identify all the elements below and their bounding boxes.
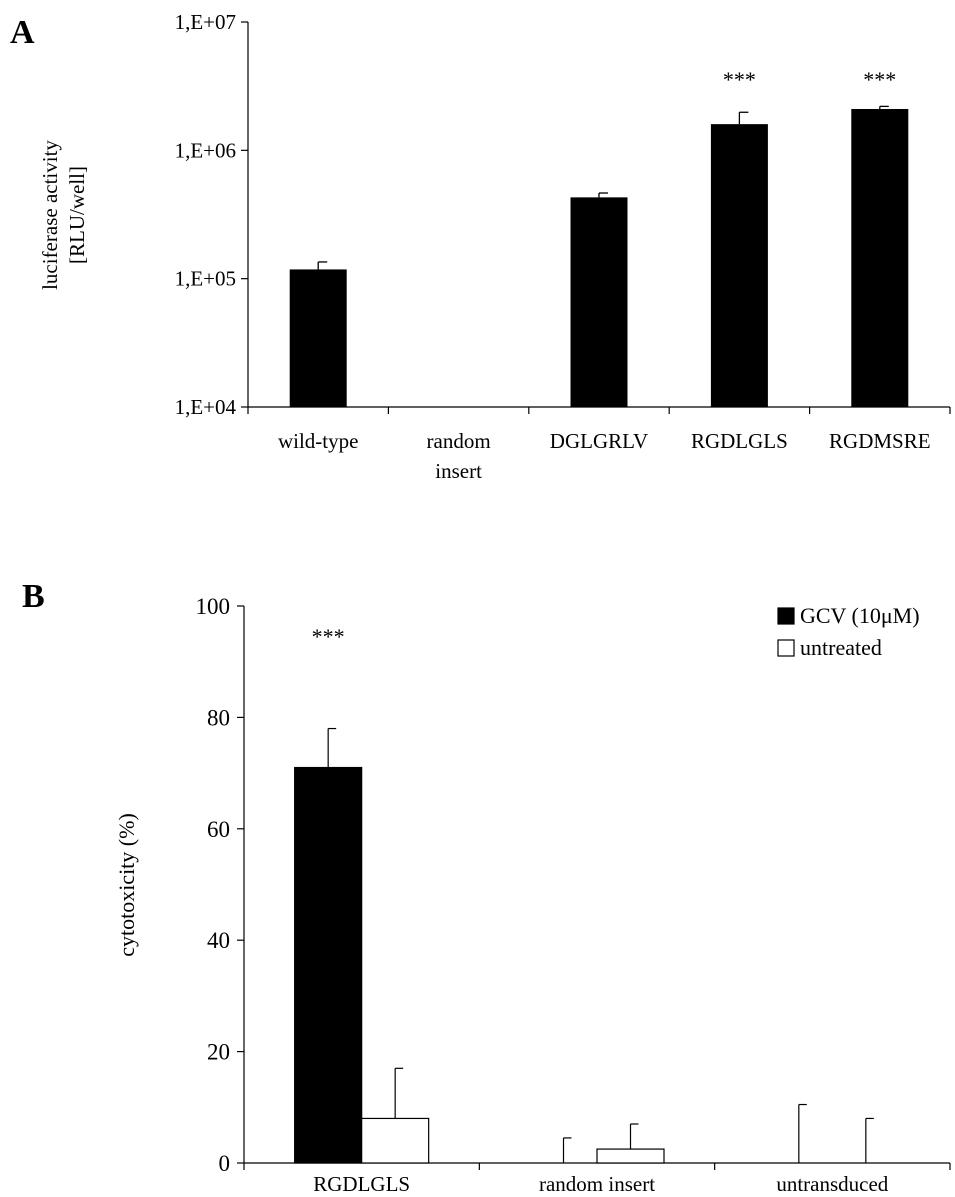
y-tick-label: 60 — [207, 817, 230, 842]
bar — [289, 269, 347, 407]
y-tick-label: 100 — [196, 594, 231, 619]
legend-swatch — [777, 639, 795, 657]
y-tick-label: 0 — [219, 1151, 231, 1176]
y-tick-label: 1,E+04 — [175, 395, 237, 419]
x-tick-label: DGLGRLV — [550, 429, 648, 453]
bar — [361, 1117, 430, 1164]
bar — [710, 124, 768, 407]
y-axis-label: cytotoxicity (%) — [114, 813, 139, 957]
y-axis-label: luciferase activity — [38, 140, 62, 290]
significance-label: *** — [312, 624, 345, 649]
x-tick-label: random — [427, 429, 491, 453]
cytotoxicity-chart: 0 20 40 60 80 100 cytotoxicity (%) RGDLGLS *** ra… — [114, 594, 951, 1196]
y-tick-label: 40 — [207, 928, 230, 953]
x-tick-label: insert — [435, 459, 482, 483]
y-tick-label: 1,E+05 — [175, 267, 236, 291]
bar — [851, 108, 909, 407]
x-tick-label: RGDLGLS — [313, 1172, 410, 1196]
y-axis-label: [RLU/well] — [65, 166, 89, 264]
bar — [596, 1148, 665, 1164]
x-tick-label: random insert — [539, 1172, 655, 1196]
legend-label: untreated — [800, 635, 882, 660]
bar — [570, 197, 628, 407]
panel-a-label: A — [10, 14, 35, 51]
x-tick-label: RGDLGLS — [691, 429, 788, 453]
significance-label: *** — [863, 67, 896, 92]
y-tick-label: 80 — [207, 705, 230, 730]
significance-label: *** — [723, 67, 756, 92]
y-tick-label: 1,E+06 — [175, 138, 236, 162]
x-tick-label: RGDMSRE — [829, 429, 931, 453]
legend-swatch — [777, 607, 795, 625]
luciferase-chart: 1,E+04 1,E+05 1,E+06 1,E+07 luciferase activ… — [38, 10, 951, 483]
x-tick-label: untransduced — [776, 1172, 888, 1196]
y-tick-label: 20 — [207, 1040, 230, 1065]
bar — [294, 766, 363, 1164]
y-tick-label: 1,E+07 — [175, 10, 236, 34]
legend-label: GCV (10μM) — [800, 603, 920, 628]
x-tick-label: wild-type — [278, 429, 358, 453]
panel-b-label: B — [22, 578, 45, 615]
